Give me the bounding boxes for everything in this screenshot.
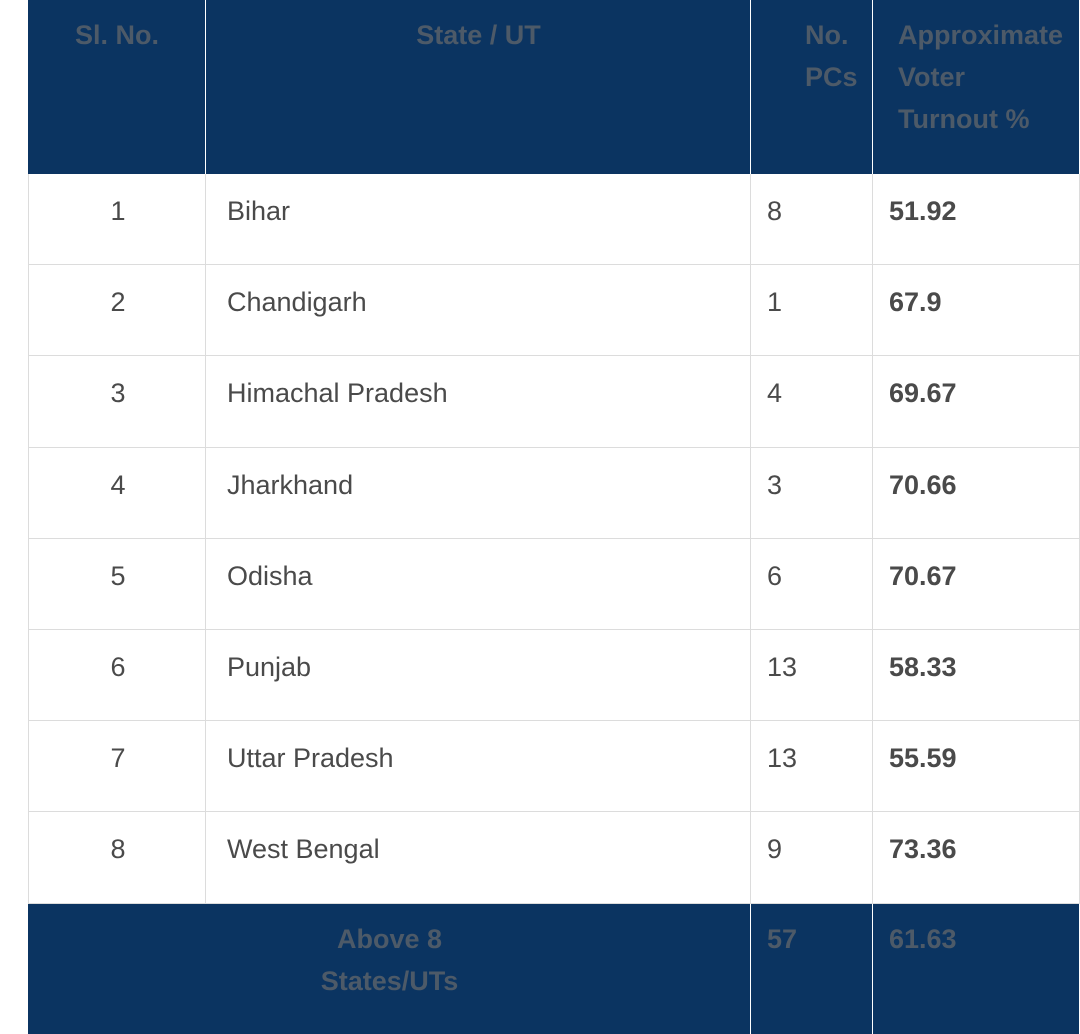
cell-text: 6	[767, 560, 783, 591]
table-cell: 9	[751, 812, 873, 904]
cell-text: 8	[767, 196, 783, 226]
cell-text: 2	[110, 287, 126, 318]
table-cell: Jharkhand	[206, 447, 751, 539]
cell-text: 57	[767, 923, 798, 954]
header-cell: No. PCs	[751, 0, 873, 174]
cell-text: Chandigarh	[227, 287, 367, 318]
table-cell: 3	[751, 447, 873, 539]
cell-text: 67.9	[889, 287, 942, 318]
table-cell: 1	[751, 265, 873, 357]
table-cell: 58.33	[873, 630, 1080, 722]
cell-text: Approximate Voter Turnout %	[898, 20, 1064, 134]
table-cell: Uttar Pradesh	[206, 721, 751, 813]
cell-text: 6	[110, 652, 126, 682]
header-cell: Sl. No.	[28, 0, 206, 174]
table-cell: 6	[751, 538, 873, 630]
table-cell: 8	[751, 174, 873, 266]
cell-text: 3	[767, 469, 783, 500]
table-cell: Odisha	[206, 538, 751, 630]
cell-text: 13	[767, 743, 798, 774]
table-cell: 4	[28, 447, 206, 539]
header-cell: State / UT	[206, 0, 751, 174]
cell-text: 73.36	[889, 834, 957, 865]
cell-text: 70.66	[889, 469, 957, 500]
table-cell: 69.67	[873, 356, 1080, 448]
table-cell: Himachal Pradesh	[206, 356, 751, 448]
table-cell: Punjab	[206, 630, 751, 722]
cell-text: 13	[767, 652, 798, 682]
table-cell: 2	[28, 265, 206, 357]
cell-text: 5	[110, 560, 126, 591]
cell-text: 7	[110, 743, 126, 774]
cell-text: 4	[110, 469, 126, 500]
table-cell: 70.66	[873, 447, 1080, 539]
cell-text: Sl. No.	[74, 20, 159, 50]
cell-text: 61.63	[889, 923, 957, 954]
cell-text: Above 8 States/UTs	[320, 923, 459, 996]
cell-text: 51.92	[889, 196, 957, 226]
table-cell: Chandigarh	[206, 265, 751, 357]
table-cell: 73.36	[873, 812, 1080, 904]
cell-text: State / UT	[416, 20, 541, 50]
cell-text: 55.59	[889, 743, 957, 774]
table-cell: 4	[751, 356, 873, 448]
cell-text: 9	[767, 834, 783, 865]
header-cell: Approximate Voter Turnout %	[873, 0, 1080, 174]
cell-text: Jharkhand	[227, 469, 354, 500]
table-cell: West Bengal	[206, 812, 751, 904]
cell-text: 4	[767, 378, 783, 409]
cell-text: Himachal Pradesh	[227, 378, 448, 409]
table-cell: 3	[28, 356, 206, 448]
table-cell: 8	[28, 812, 206, 904]
cell-text: 1	[110, 196, 126, 226]
cell-text: 3	[110, 378, 126, 409]
cell-text: 8	[110, 834, 126, 865]
table-cell: 13	[751, 721, 873, 813]
cell-text: 1	[767, 287, 783, 318]
table-cell: 70.67	[873, 538, 1080, 630]
footer-cell: 61.63	[873, 903, 1080, 1034]
cell-text: Punjab	[227, 652, 312, 682]
table-cell: 13	[751, 630, 873, 722]
table-cell: 1	[28, 174, 206, 266]
cell-text: Odisha	[227, 560, 313, 591]
table-cell: 51.92	[873, 174, 1080, 266]
cell-text: No. PCs	[805, 20, 858, 92]
table-cell: Bihar	[206, 174, 751, 266]
cell-text: 58.33	[889, 652, 957, 682]
table-cell: 55.59	[873, 721, 1080, 813]
table-cell: 67.9	[873, 265, 1080, 357]
cell-text: West Bengal	[227, 834, 380, 865]
footer-cell: 57	[751, 903, 873, 1034]
table-cell: 7	[28, 721, 206, 813]
cell-text: Bihar	[227, 196, 291, 226]
footer-cell: Above 8 States/UTs	[28, 903, 751, 1034]
cell-text: 70.67	[889, 560, 957, 591]
cell-text: Uttar Pradesh	[227, 743, 394, 774]
table-cell: 5	[28, 538, 206, 630]
cell-text: 69.67	[889, 378, 957, 409]
table-cell: 6	[28, 630, 206, 722]
